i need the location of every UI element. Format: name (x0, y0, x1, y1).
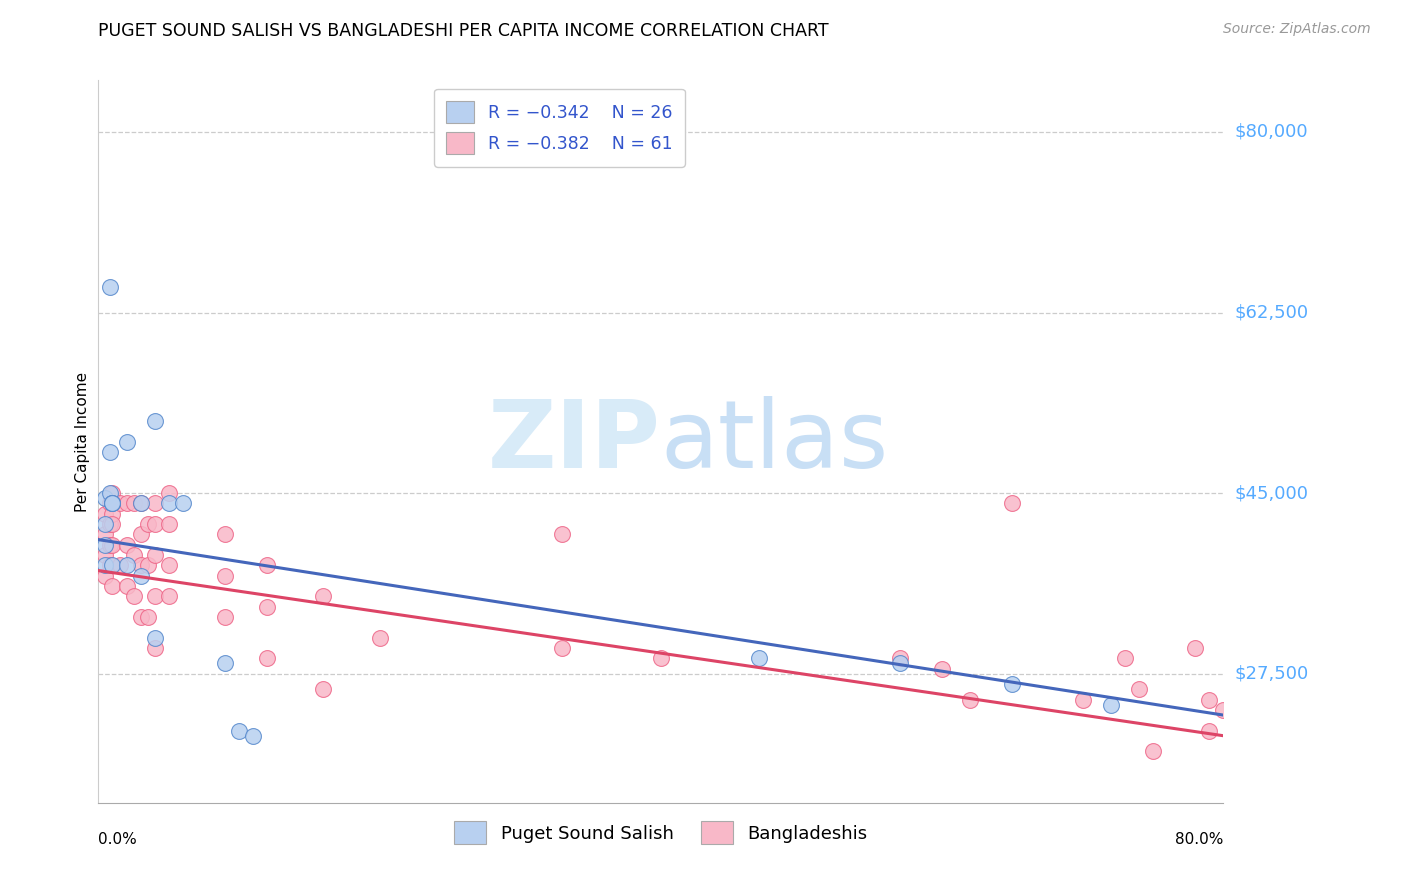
Point (129, 558, 152, 573)
Point (98, 538, 121, 552)
Point (122, 590, 145, 604)
Point (136, 610, 159, 624)
Text: $62,500: $62,500 (1234, 303, 1309, 321)
Point (98, 496, 121, 510)
Text: atlas: atlas (661, 395, 889, 488)
Point (214, 610, 236, 624)
Point (157, 558, 180, 573)
Point (1184, 640, 1206, 655)
Point (94, 548, 117, 562)
Point (889, 651, 911, 665)
Point (115, 579, 138, 593)
Point (94, 538, 117, 552)
Point (312, 682, 335, 697)
Text: PUGET SOUND SALISH VS BANGLADESHI PER CAPITA INCOME CORRELATION CHART: PUGET SOUND SALISH VS BANGLADESHI PER CA… (98, 22, 830, 40)
Point (214, 568, 236, 582)
Point (1071, 692, 1094, 706)
Point (122, 548, 145, 562)
Point (94, 517, 117, 532)
Point (368, 631, 391, 645)
Point (115, 538, 138, 552)
Text: $45,000: $45,000 (1234, 484, 1309, 502)
Point (101, 486, 124, 500)
Point (101, 507, 124, 521)
Point (101, 579, 124, 593)
Point (242, 729, 264, 743)
Point (143, 631, 166, 645)
Text: $27,500: $27,500 (1234, 665, 1309, 682)
Point (256, 558, 278, 573)
Point (136, 517, 159, 532)
Point (551, 640, 574, 655)
Point (143, 590, 166, 604)
Point (1198, 723, 1220, 738)
Point (98, 486, 121, 500)
Point (256, 599, 278, 614)
Point (931, 662, 953, 676)
Point (214, 527, 236, 541)
Point (1114, 651, 1136, 665)
Point (94, 507, 117, 521)
Point (129, 610, 152, 624)
Point (1001, 496, 1024, 510)
Point (98, 517, 121, 532)
Point (1142, 744, 1164, 758)
Point (101, 558, 124, 573)
Point (1099, 698, 1122, 712)
Point (157, 486, 180, 500)
Text: ZIP: ZIP (488, 395, 661, 488)
Point (94, 568, 117, 582)
Text: 80.0%: 80.0% (1175, 831, 1223, 847)
Point (122, 496, 145, 510)
Point (94, 558, 117, 573)
Point (115, 558, 138, 573)
Point (551, 527, 574, 541)
Point (1128, 682, 1150, 697)
Legend: Puget Sound Salish, Bangladeshis: Puget Sound Salish, Bangladeshis (447, 814, 875, 852)
Point (101, 496, 124, 510)
Point (157, 517, 180, 532)
Point (959, 692, 981, 706)
Point (1212, 703, 1234, 717)
Point (101, 496, 124, 510)
Point (1001, 677, 1024, 691)
Point (214, 657, 236, 671)
Text: $80,000: $80,000 (1234, 123, 1308, 141)
Point (172, 496, 194, 510)
Point (143, 496, 166, 510)
Point (157, 496, 180, 510)
Point (115, 434, 138, 449)
Text: 0.0%: 0.0% (98, 831, 138, 847)
Point (228, 723, 250, 738)
Point (312, 590, 335, 604)
Point (101, 517, 124, 532)
Point (129, 496, 152, 510)
Point (748, 651, 770, 665)
Point (650, 651, 672, 665)
Point (157, 590, 180, 604)
Point (101, 538, 124, 552)
Point (889, 657, 911, 671)
Point (98, 445, 121, 459)
Point (108, 558, 131, 573)
Point (143, 640, 166, 655)
Point (129, 568, 152, 582)
Point (1198, 692, 1220, 706)
Point (143, 414, 166, 428)
Point (136, 558, 159, 573)
Point (94, 527, 117, 541)
Point (129, 496, 152, 510)
Point (101, 496, 124, 510)
Point (94, 491, 117, 506)
Point (129, 527, 152, 541)
Y-axis label: Per Capita Income: Per Capita Income (75, 371, 90, 512)
Point (98, 279, 121, 293)
Point (115, 496, 138, 510)
Point (98, 558, 121, 573)
Text: Source: ZipAtlas.com: Source: ZipAtlas.com (1223, 22, 1371, 37)
Point (108, 496, 131, 510)
Point (256, 651, 278, 665)
Point (143, 548, 166, 562)
Point (143, 517, 166, 532)
